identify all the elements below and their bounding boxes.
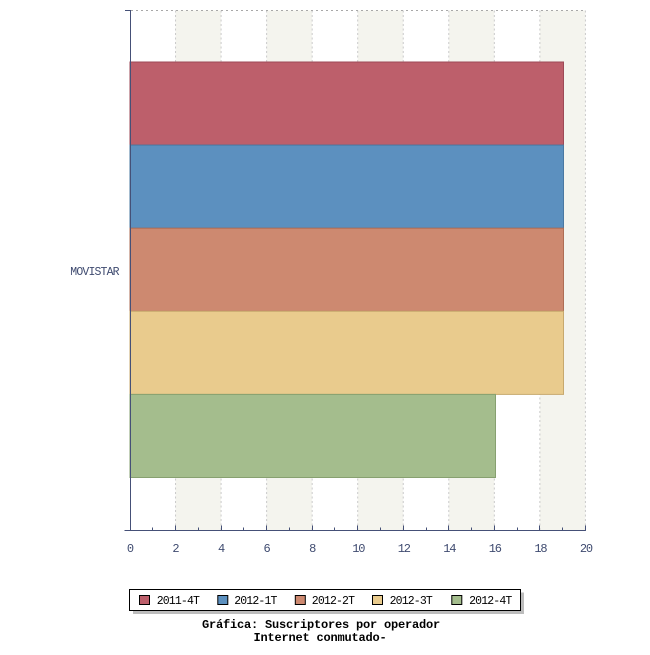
svg-text:2012-4T: 2012-4T (469, 595, 512, 608)
svg-text:2011-4T: 2011-4T (157, 595, 200, 608)
svg-text:20: 20 (580, 542, 593, 556)
svg-text:12: 12 (398, 542, 411, 556)
svg-text:MOVISTAR: MOVISTAR (70, 266, 119, 279)
svg-text:6: 6 (263, 542, 270, 556)
svg-text:2: 2 (172, 542, 179, 556)
svg-text:14: 14 (443, 542, 456, 556)
svg-text:2012-3T: 2012-3T (390, 595, 433, 608)
svg-text:8: 8 (309, 542, 316, 556)
svg-text:18: 18 (534, 542, 547, 556)
svg-text:2012-1T: 2012-1T (234, 595, 277, 608)
svg-text:2012-2T: 2012-2T (312, 595, 355, 608)
svg-text:16: 16 (489, 542, 502, 556)
svg-text:Gráfica: Suscriptores por oper: Gráfica: Suscriptores por operador (202, 618, 440, 632)
svg-text:Internet conmutado-: Internet conmutado- (254, 631, 387, 645)
svg-text:0: 0 (127, 542, 134, 556)
svg-text:10: 10 (352, 542, 365, 556)
svg-text:4: 4 (218, 542, 225, 556)
